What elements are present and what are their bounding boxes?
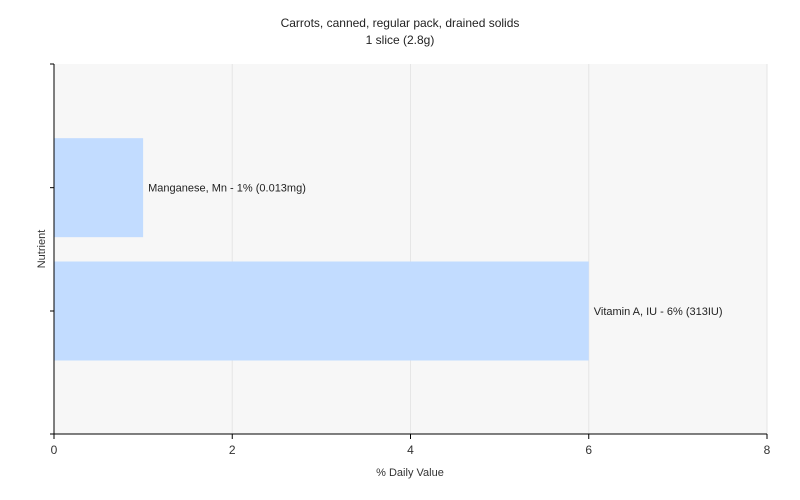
x-axis-label: % Daily Value	[376, 467, 444, 479]
chart-subtitle: 1 slice (2.8g)	[366, 33, 435, 47]
x-tick-label: 4	[407, 443, 414, 457]
bars	[54, 138, 589, 361]
x-axis-ticks: 0 2 4 6 8	[51, 434, 771, 457]
data-labels: Manganese, Mn - 1% (0.013mg) Vitamin A, I…	[148, 183, 722, 318]
y-axis-ticks	[50, 63, 54, 435]
x-tick-label: 2	[229, 443, 236, 457]
bar	[54, 261, 589, 361]
chart-title: Carrots, canned, regular pack, drained s…	[281, 16, 520, 30]
x-tick-label: 6	[585, 443, 592, 457]
gridlines	[231, 64, 768, 434]
bar-data-label: Vitamin A, IU - 6% (313IU)	[594, 306, 723, 318]
bar	[54, 138, 144, 238]
y-axis-label: Nutrient	[36, 230, 48, 269]
x-tick-label: 0	[51, 443, 58, 457]
x-tick-label: 8	[764, 443, 771, 457]
bar-data-label: Manganese, Mn - 1% (0.013mg)	[148, 183, 306, 195]
